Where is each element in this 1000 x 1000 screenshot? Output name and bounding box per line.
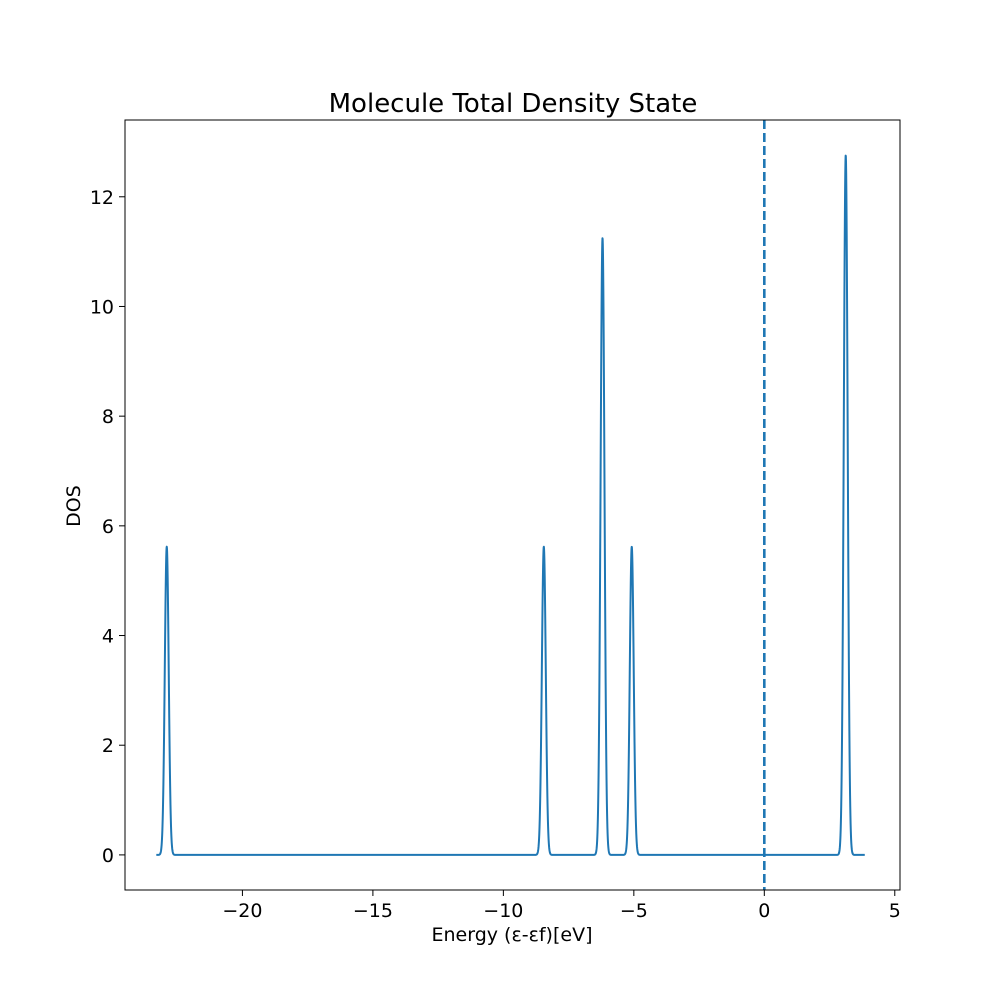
y-tick-label: 8 [102, 406, 114, 428]
x-tick-label: −15 [353, 900, 393, 922]
x-tick-label: −10 [483, 900, 523, 922]
x-axis-label: Energy (ε-εf)[eV] [432, 924, 593, 946]
x-axis: −20 −15 −10 −5 0 5 [222, 890, 901, 922]
y-tick-label: 2 [102, 735, 114, 757]
y-tick-label: 12 [90, 187, 114, 209]
x-tick-label: −20 [222, 900, 262, 922]
x-tick-label: −5 [620, 900, 648, 922]
plot-area [124, 119, 901, 891]
dos-series-line [155, 154, 866, 856]
x-tick-label: 0 [758, 900, 770, 922]
y-axis-label: DOS [63, 485, 85, 527]
y-tick-label: 0 [102, 845, 114, 867]
chart-title: Molecule Total Density State [329, 89, 698, 119]
y-tick-label: 6 [102, 516, 114, 538]
y-axis: 0 2 4 6 8 10 12 [90, 187, 125, 867]
x-tick-label: 5 [889, 900, 901, 922]
y-tick-label: 10 [90, 296, 114, 318]
y-tick-label: 4 [102, 626, 114, 648]
plot-frame [124, 119, 901, 891]
